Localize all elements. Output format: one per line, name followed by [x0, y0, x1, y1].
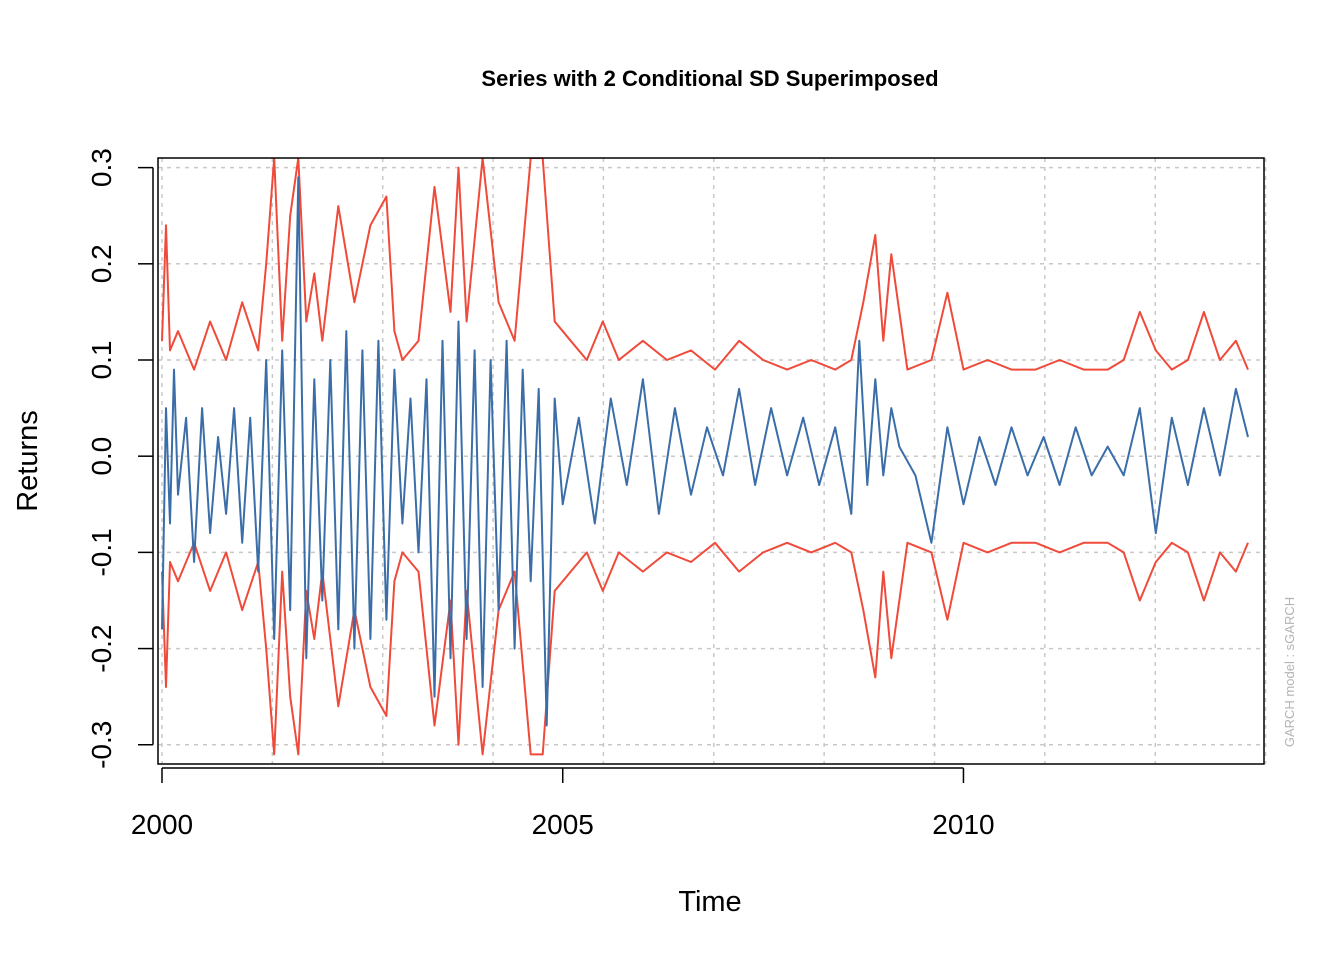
x-tick-label: 2010 — [932, 809, 994, 840]
upper-band-line — [161, 158, 1249, 371]
series-layer — [161, 158, 1249, 756]
x-axis-label: Time — [678, 886, 741, 918]
model-note: GARCH model : sGARCH — [1282, 597, 1297, 747]
y-tick-label: 0.0 — [86, 437, 117, 476]
y-tick-label: 0.2 — [86, 244, 117, 283]
y-axis: -0.3 -0.2 -0.1 0.0 0.1 0.2 0.3 — [86, 148, 154, 769]
lower-band-line — [161, 541, 1249, 756]
y-tick-label: -0.2 — [86, 624, 117, 672]
y-axis-label: Returns — [12, 410, 44, 512]
x-tick-label: 2005 — [532, 809, 594, 840]
chart-title: Series with 2 Conditional SD Superimpose… — [481, 66, 938, 91]
plot-frame — [157, 157, 1265, 765]
y-tick-label: -0.3 — [86, 721, 117, 769]
x-tick-label: 2000 — [131, 809, 193, 840]
x-axis: 2000 2005 2010 — [131, 767, 995, 840]
y-tick-label: -0.1 — [86, 528, 117, 576]
y-tick-label: 0.1 — [86, 341, 117, 380]
y-tick-label: 0.3 — [86, 148, 117, 187]
returns-line — [161, 176, 1249, 727]
